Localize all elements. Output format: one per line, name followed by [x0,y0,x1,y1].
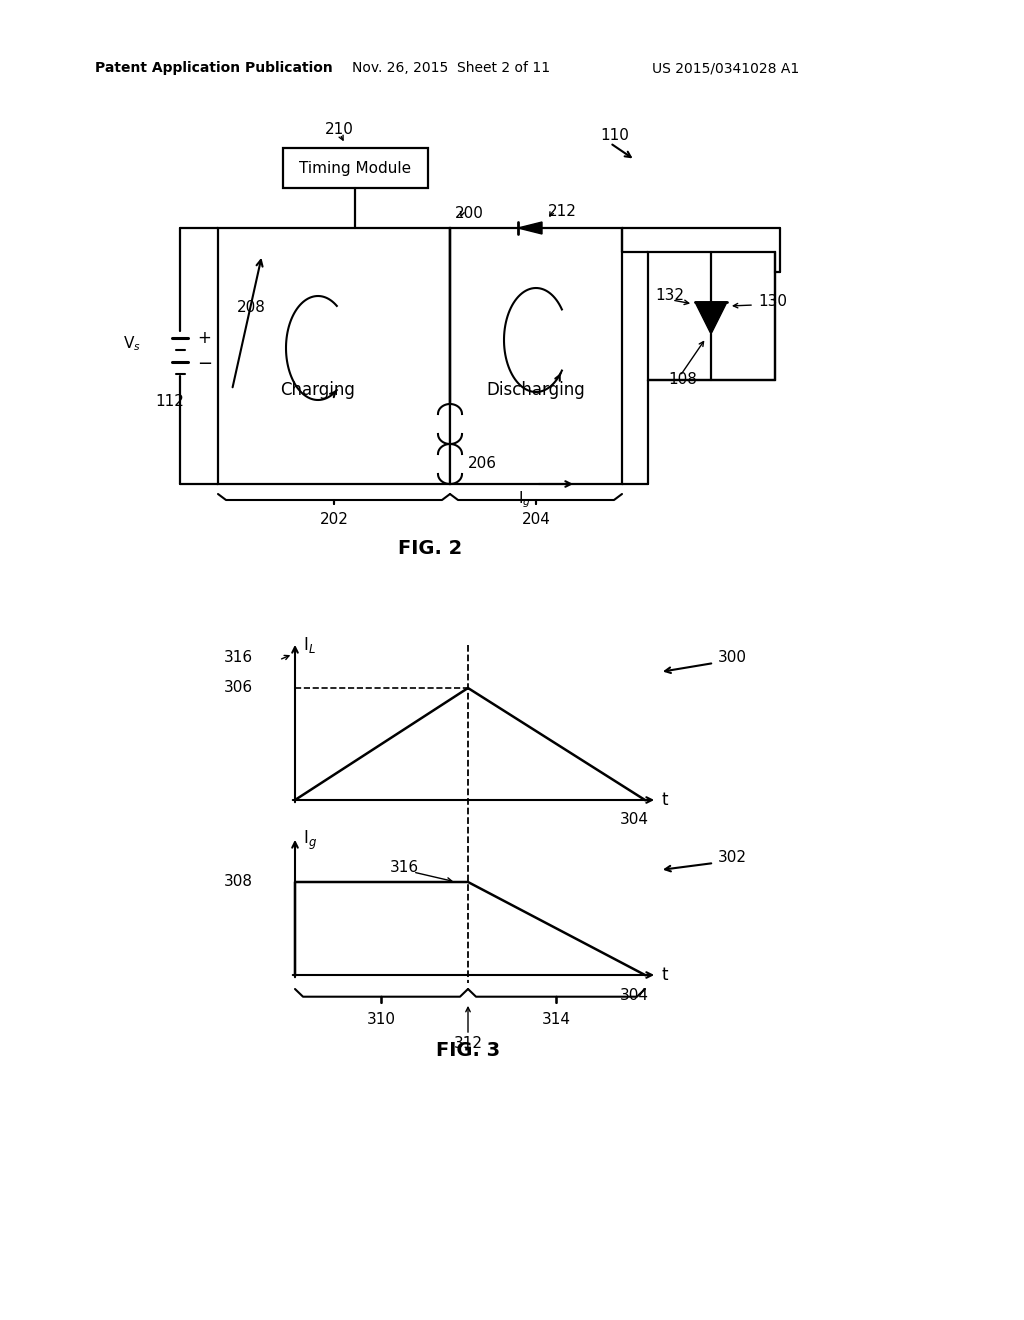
Text: 314: 314 [542,1011,570,1027]
Text: 208: 208 [237,301,266,315]
Polygon shape [695,302,727,334]
Polygon shape [518,222,542,234]
Bar [450,228,622,484]
Text: 210: 210 [325,123,354,137]
Text: FIG. 2: FIG. 2 [398,539,462,557]
Text: 306: 306 [224,681,253,696]
Text: t: t [662,966,668,983]
Text: 304: 304 [620,813,649,828]
Text: 308: 308 [224,874,253,890]
Text: 108: 108 [668,372,697,388]
Text: 312: 312 [454,1036,482,1052]
Text: +: + [197,329,211,347]
Text: 310: 310 [367,1011,395,1027]
Text: US 2015/0341028 A1: US 2015/0341028 A1 [652,61,800,75]
Text: 212: 212 [548,205,577,219]
Text: 202: 202 [319,512,348,528]
Text: 302: 302 [718,850,746,866]
Text: Discharging: Discharging [486,381,586,399]
Bar [648,252,775,380]
Text: V$_s$: V$_s$ [123,335,141,354]
Text: 130: 130 [758,294,787,309]
Text: 112: 112 [155,393,184,408]
Text: 300: 300 [718,651,746,665]
Text: Charging: Charging [281,381,355,399]
Text: 200: 200 [455,206,484,222]
Bar [218,228,450,484]
Text: −: − [197,355,212,374]
Text: I$_g$: I$_g$ [518,490,531,511]
Bar [283,148,428,187]
Text: 304: 304 [620,987,649,1002]
Text: I$_g$: I$_g$ [303,829,317,851]
Text: 316: 316 [224,651,253,665]
Text: t: t [662,791,668,809]
Text: 132: 132 [655,288,684,302]
Text: Nov. 26, 2015  Sheet 2 of 11: Nov. 26, 2015 Sheet 2 of 11 [352,61,550,75]
Text: 110: 110 [600,128,629,143]
Text: FIG. 3: FIG. 3 [436,1040,500,1060]
Text: Patent Application Publication: Patent Application Publication [95,61,333,75]
Text: 316: 316 [390,861,419,875]
Text: 204: 204 [521,512,551,528]
Text: 206: 206 [468,457,497,471]
Text: I$_L$: I$_L$ [303,635,315,655]
Text: Timing Module: Timing Module [299,161,411,176]
